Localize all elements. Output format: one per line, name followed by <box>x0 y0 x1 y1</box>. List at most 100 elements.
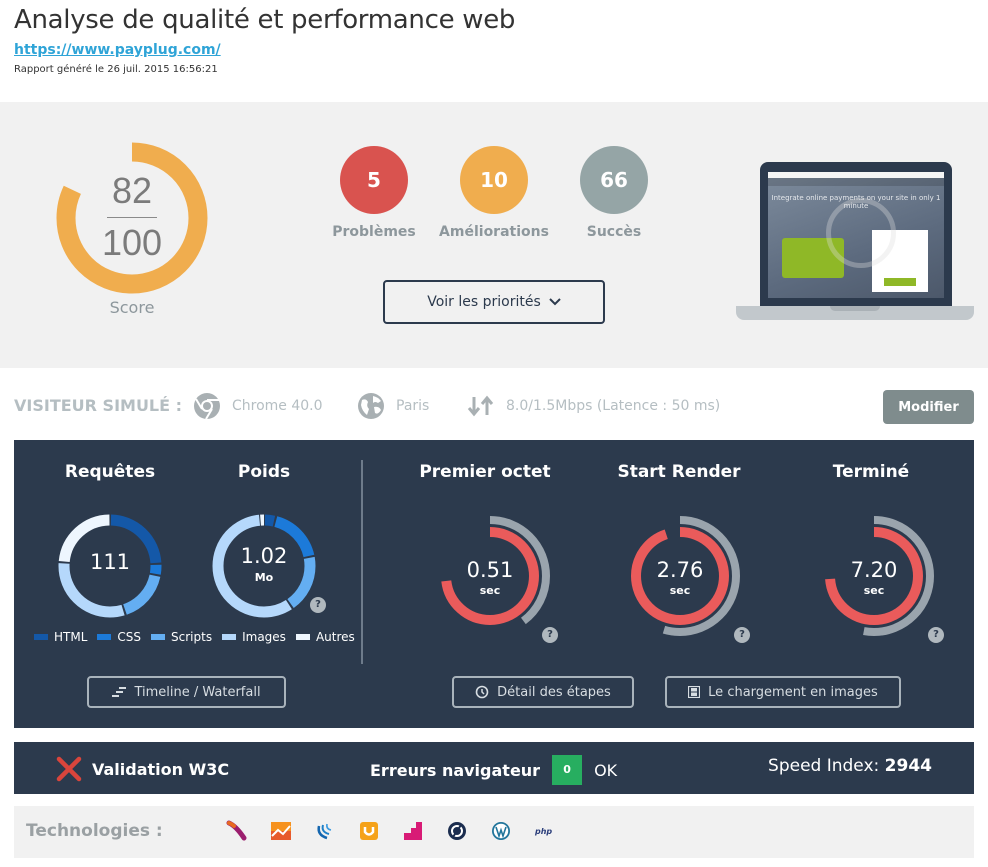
complete-value: 7.20 <box>850 558 898 582</box>
browser-errors-status: OK <box>594 760 618 780</box>
film-icon <box>688 686 701 698</box>
simulated-visitor-bar: VISITEUR SIMULÉ : Chrome 40.0 Paris 8.0/… <box>14 386 974 426</box>
php-icon[interactable]: php <box>534 820 556 842</box>
timeline-waterfall-label: Timeline / Waterfall <box>134 684 261 700</box>
weight-unit: Mo <box>254 571 274 584</box>
site-screenshot-laptop[interactable]: Integrate online payments on your site i… <box>736 162 974 320</box>
w3c-validation[interactable]: Validation W3C <box>56 756 229 782</box>
improvements-counter[interactable]: 10 Améliorations <box>434 146 554 240</box>
clock-icon <box>475 685 489 699</box>
problems-label: Problèmes <box>332 224 416 240</box>
status-bar: Validation W3C Erreurs navigateur 0 OK S… <box>14 742 974 794</box>
section-divider <box>361 460 363 664</box>
timeline-waterfall-button[interactable]: Timeline / Waterfall <box>87 676 286 708</box>
start-render-unit: sec <box>669 584 691 597</box>
complete-title: Terminé <box>832 462 910 482</box>
browser-errors-count: 0 <box>552 755 583 785</box>
modernizr-icon[interactable] <box>446 820 468 842</box>
browser-value: Chrome 40.0 <box>232 398 323 414</box>
visitor-connection: 8.0/1.5Mbps (Latence : 50 ms) <box>466 390 720 422</box>
apache-icon[interactable] <box>226 820 248 842</box>
requests-title: Requêtes <box>64 462 156 482</box>
legend-images: Images <box>222 630 286 644</box>
complete-gauge[interactable]: 7.20 sec <box>812 514 936 638</box>
filmstrip-label: Le chargement en images <box>708 684 878 700</box>
connection-value: 8.0/1.5Mbps (Latence : 50 ms) <box>506 398 721 414</box>
jquery-icon[interactable] <box>314 820 336 842</box>
complete-help-icon[interactable]: ? <box>928 627 944 643</box>
error-cross-icon <box>56 756 82 782</box>
score-label: Score <box>109 298 155 317</box>
score-value: 82 <box>111 170 153 211</box>
ttfb-help-icon[interactable]: ? <box>542 627 558 643</box>
chrome-icon <box>194 393 220 420</box>
legend-others: Autres <box>295 630 355 644</box>
svg-text:php: php <box>534 827 552 836</box>
requests-value: 111 <box>89 550 131 574</box>
ttfb-gauge[interactable]: 0.51 sec <box>428 514 552 638</box>
report-date: Rapport généré le 26 juil. 2015 16:56:21 <box>14 64 218 75</box>
view-priorities-label: Voir les priorités <box>427 294 541 310</box>
weight-donut-chart[interactable]: 1.02 Mo <box>210 512 318 620</box>
start-render-help-icon[interactable]: ? <box>734 627 750 643</box>
performance-panel: Requêtes Poids 111 1.02 Mo ? <box>14 440 974 728</box>
chevron-down-icon <box>549 298 561 306</box>
weight-title: Poids <box>237 462 291 482</box>
globe-icon <box>358 393 384 419</box>
summary-panel: 82 100 Score 5 Problèmes 10 Amélioration… <box>0 102 988 368</box>
weight-value: 1.02 <box>240 544 288 568</box>
start-render-title: Start Render <box>617 462 741 482</box>
successes-badge: 66 <box>580 146 648 214</box>
page-title: Analyse de qualité et performance web <box>14 5 516 35</box>
report-header: Analyse de qualité et performance web ht… <box>14 0 515 75</box>
score-ring-icon <box>56 142 208 294</box>
browser-errors[interactable]: Erreurs navigateur 0 OK <box>370 755 617 785</box>
step-details-label: Détail des étapes <box>497 684 611 700</box>
laptop-base <box>736 306 974 320</box>
optimizely-icon[interactable] <box>358 820 380 842</box>
site-screenshot: Integrate online payments on your site i… <box>768 172 944 298</box>
visitor-location: Paris <box>356 390 429 422</box>
score-divider <box>107 217 157 218</box>
speed-index-label: Speed Index: <box>768 756 880 776</box>
complete-unit: sec <box>863 584 885 597</box>
play-video-icon <box>826 198 896 268</box>
weight-help-icon[interactable]: ? <box>310 597 326 613</box>
score-gauge: 82 100 <box>56 142 208 294</box>
technologies-label: Technologies : <box>26 821 163 841</box>
location-value: Paris <box>396 398 430 414</box>
speed-index: Speed Index: 2944 <box>768 756 932 776</box>
start-render-value: 2.76 <box>656 558 704 582</box>
successes-counter[interactable]: 66 Succès <box>554 146 674 240</box>
problems-badge: 5 <box>340 146 408 214</box>
visitor-browser: Chrome 40.0 <box>192 390 323 422</box>
requests-donut-chart[interactable]: 111 <box>56 512 164 620</box>
score-max: 100 <box>101 222 163 263</box>
modify-visitor-button[interactable]: Modifier <box>883 390 974 424</box>
legend-css: CSS <box>97 630 141 644</box>
problems-counter[interactable]: 5 Problèmes <box>314 146 434 240</box>
google-analytics-icon[interactable] <box>270 820 292 842</box>
laptop-notch <box>830 306 880 311</box>
technologies-bar: Technologies : php <box>14 806 974 858</box>
technologies-list: php <box>226 820 556 842</box>
wordpress-icon[interactable] <box>490 820 512 842</box>
legend-html: HTML <box>34 630 87 644</box>
ttfb-unit: sec <box>479 584 501 597</box>
visitor-label: VISITEUR SIMULÉ : <box>14 396 183 415</box>
browser-errors-label: Erreurs navigateur <box>370 760 541 780</box>
legend-scripts: Scripts <box>151 630 212 644</box>
view-priorities-button[interactable]: Voir les priorités <box>383 280 605 324</box>
piwik-icon[interactable] <box>402 820 424 842</box>
w3c-label: Validation W3C <box>92 759 230 779</box>
filmstrip-button[interactable]: Le chargement en images <box>665 676 901 708</box>
waterfall-icon <box>112 687 127 697</box>
site-url-link[interactable]: https://www.payplug.com/ <box>14 42 221 58</box>
up-down-arrows-icon <box>467 395 494 417</box>
ttfb-value: 0.51 <box>466 558 514 582</box>
start-render-gauge[interactable]: 2.76 sec <box>618 514 742 638</box>
speed-index-value: 2944 <box>884 756 932 776</box>
step-details-button[interactable]: Détail des étapes <box>452 676 634 708</box>
resource-legend: HTML CSS Scripts Images Autres <box>34 630 355 644</box>
improvements-label: Améliorations <box>439 224 549 240</box>
